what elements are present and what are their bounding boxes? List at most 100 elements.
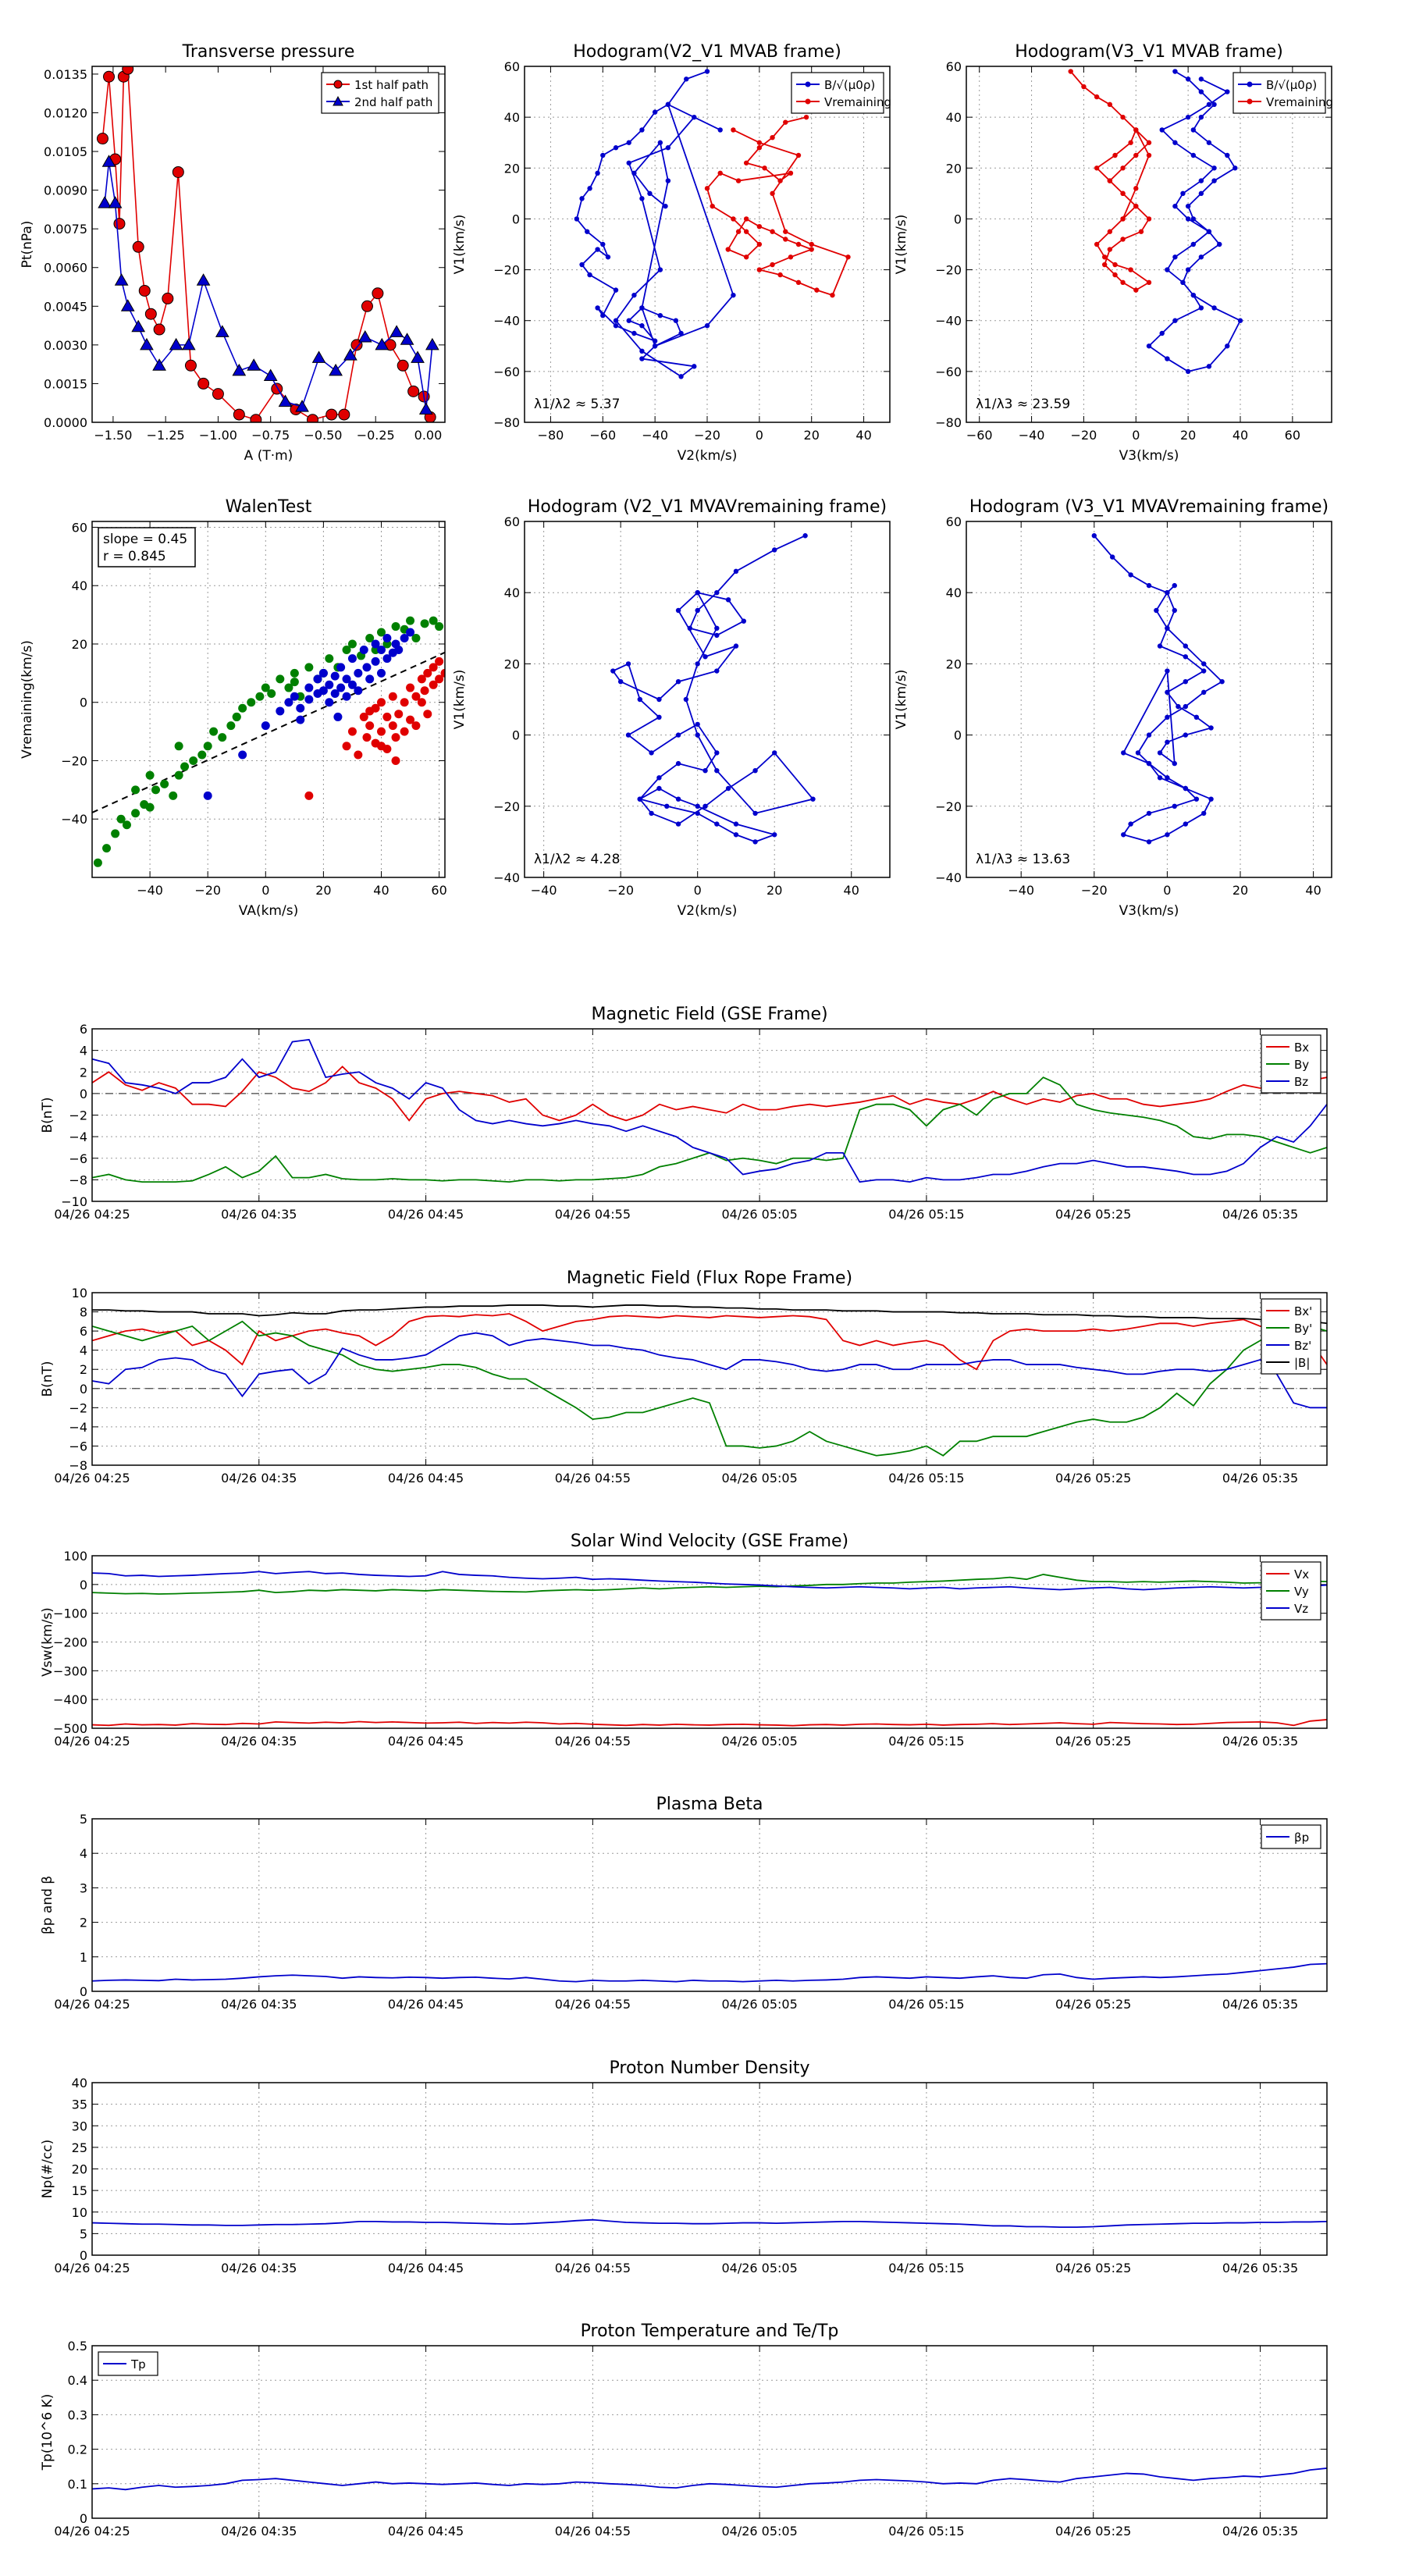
data-point [284,698,293,707]
data-point [1135,750,1141,756]
data-point [762,165,767,171]
x-tick-label: −40 [642,428,668,443]
legend-label: 2nd half path [354,95,432,109]
data-point [132,240,144,253]
chart-title: Solar Wind Velocity (GSE Frame) [571,1532,848,1551]
x-tick-label: 0 [1163,883,1171,898]
legend-label: Bx' [1294,1304,1312,1318]
data-point [313,674,322,684]
data-point [1165,668,1170,674]
data-point [406,715,415,724]
y-axis-label: Pt(nPa) [20,221,35,269]
data-point [1172,254,1178,260]
x-tick-label: −60 [589,428,616,443]
series-0 [92,2218,1327,2228]
data-point [788,170,794,176]
stats-box [98,527,196,568]
data-point [795,152,802,158]
data-point [704,323,710,329]
data-point [429,616,438,625]
y-tick-label: −200 [53,1635,87,1650]
data-point [1133,127,1139,133]
data-point [675,796,681,802]
y-tick-label: 60 [946,59,962,74]
chart-hodo4: −40 −20 0 20 40 −40 −20 0 20 40 60 Hodogram (V3_V1 … [894,497,1332,919]
data-point [1201,810,1207,817]
y-tick-label: 3 [80,1880,87,1895]
data-point [1107,229,1113,234]
chart-title: Proton Temperature and Te/Tp [581,2322,839,2341]
data-point [330,689,340,699]
data-point [770,135,775,141]
data-point [1172,760,1177,767]
data-point [375,337,389,350]
data-point [1232,165,1238,171]
chart-title: Transverse pressure [182,42,355,62]
data-point [318,686,328,696]
data-point [162,292,174,304]
data-point [411,634,421,643]
data-point [702,803,708,809]
data-point [197,377,210,390]
legend-label: 1st half path [354,78,429,92]
data-point [131,785,140,795]
x-tick-label: 04/26 04:35 [221,2261,297,2275]
data-point [1183,643,1189,649]
data-point [284,683,293,692]
x-axis-label: V2(km/s) [678,448,738,464]
data-point [435,622,444,632]
y-axis-label: βp and β [40,1876,55,1934]
data-point [743,160,749,165]
x-tick-label: −20 [194,883,221,898]
series--p [92,1962,1327,1983]
x-axis-label: V3(km/s) [1119,903,1179,919]
y-tick-label: 40 [946,585,962,600]
data-point [704,186,710,191]
data-point [756,145,763,151]
data-point [1185,76,1191,82]
data-point [238,750,247,760]
data-point [357,329,372,343]
series-line [92,1066,1327,1122]
data-point [276,674,285,684]
x-tick-label: 20 [315,883,331,898]
y-tick-label: −2 [69,1400,87,1415]
data-point [743,229,749,234]
y-tick-label: 100 [63,1549,87,1564]
y-tick-label: 0.4 [68,2373,87,2388]
y-tick-label: 1 [80,1950,87,1965]
legend: 1st half path 2nd half path [321,72,439,114]
data-point [261,683,270,692]
data-point [783,229,788,234]
data-point [342,674,351,684]
data-point [1146,279,1152,286]
x-tick-label: 04/26 04:25 [54,1997,130,2012]
legend-marker [1247,98,1253,105]
grid-lines [525,66,890,423]
y-tick-label: −20 [493,263,520,278]
data-point [1101,262,1108,268]
y-tick-label: −20 [935,799,962,814]
plot-frame [91,1292,1328,1466]
data-point [103,70,116,83]
series-line [92,1332,1327,1409]
data-point [656,785,662,792]
data-point [290,678,299,687]
data-point [695,810,700,817]
data-point [1165,775,1170,781]
data-point [389,325,404,337]
data-point [347,680,357,689]
data-point [1190,127,1197,133]
data-point [307,414,318,422]
y-tick-label: 0 [80,1087,87,1101]
data-point [336,663,346,672]
y-tick-label: 20 [946,161,962,176]
data-point [639,127,645,133]
data-point [652,338,658,343]
data-point [613,318,619,323]
data-point [1110,554,1115,560]
x-tick-label: 04/26 05:25 [1055,2524,1131,2539]
series-line [92,1574,1327,1595]
data-point [731,127,736,133]
data-point [113,218,126,230]
